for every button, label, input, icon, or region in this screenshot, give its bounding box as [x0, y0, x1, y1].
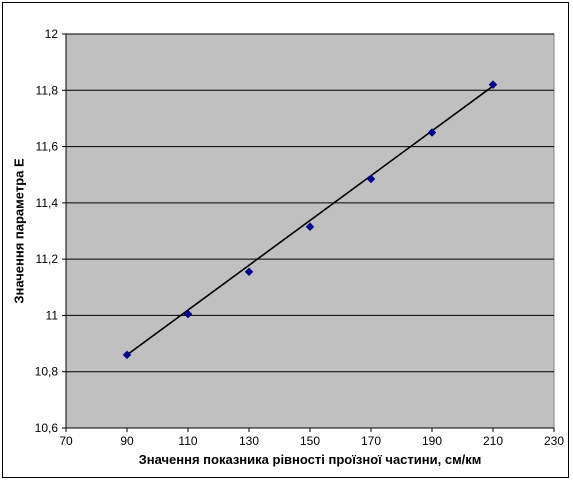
- x-tick-label: 210: [483, 434, 503, 448]
- x-tick-label: 130: [239, 434, 259, 448]
- x-tick-label: 230: [544, 434, 564, 448]
- grid-lines: [66, 33, 554, 373]
- data-point: [427, 128, 437, 137]
- x-tick-label: 170: [361, 434, 381, 448]
- chart-svg: 10,6 10,8 11 11,2 11,4 11,6 11,8 12 70 90 110 130 15…: [11, 27, 565, 467]
- data-point: [366, 174, 376, 184]
- data-point: [122, 350, 132, 360]
- y-tick-label: 11,8: [36, 83, 59, 97]
- y-axis-title: Значення параметра Е: [11, 158, 26, 304]
- data-point: [183, 309, 193, 319]
- x-tick-label: 150: [300, 434, 320, 448]
- y-tick-label: 11,4: [36, 196, 59, 210]
- x-axis-title: Значення показника рівності проїзної час…: [139, 452, 482, 467]
- y-tick-label: 11,2: [36, 252, 59, 266]
- x-tick-label: 70: [59, 434, 73, 448]
- y-tick-label: 10,8: [35, 365, 59, 379]
- data-points: [122, 80, 498, 360]
- y-tick-label: 10,6: [35, 421, 59, 435]
- y-tick-label: 11,6: [36, 140, 59, 154]
- chart-frame: 10,6 10,8 11 11,2 11,4 11,6 11,8 12 70 90 110 130 15…: [2, 2, 569, 478]
- x-tick-label: 190: [422, 434, 442, 448]
- x-tick-label: 110: [178, 434, 197, 448]
- data-point: [488, 80, 498, 90]
- data-point: [305, 222, 315, 232]
- y-tick-label: 11: [46, 308, 59, 322]
- tick-labels: 10,6 10,8 11 11,2 11,4 11,6 11,8 12 70 90 110 130 15…: [35, 27, 565, 448]
- axes: [62, 33, 555, 432]
- y-tick-label: 12: [45, 27, 59, 41]
- x-tick-label: 90: [120, 434, 134, 448]
- data-point: [244, 267, 254, 277]
